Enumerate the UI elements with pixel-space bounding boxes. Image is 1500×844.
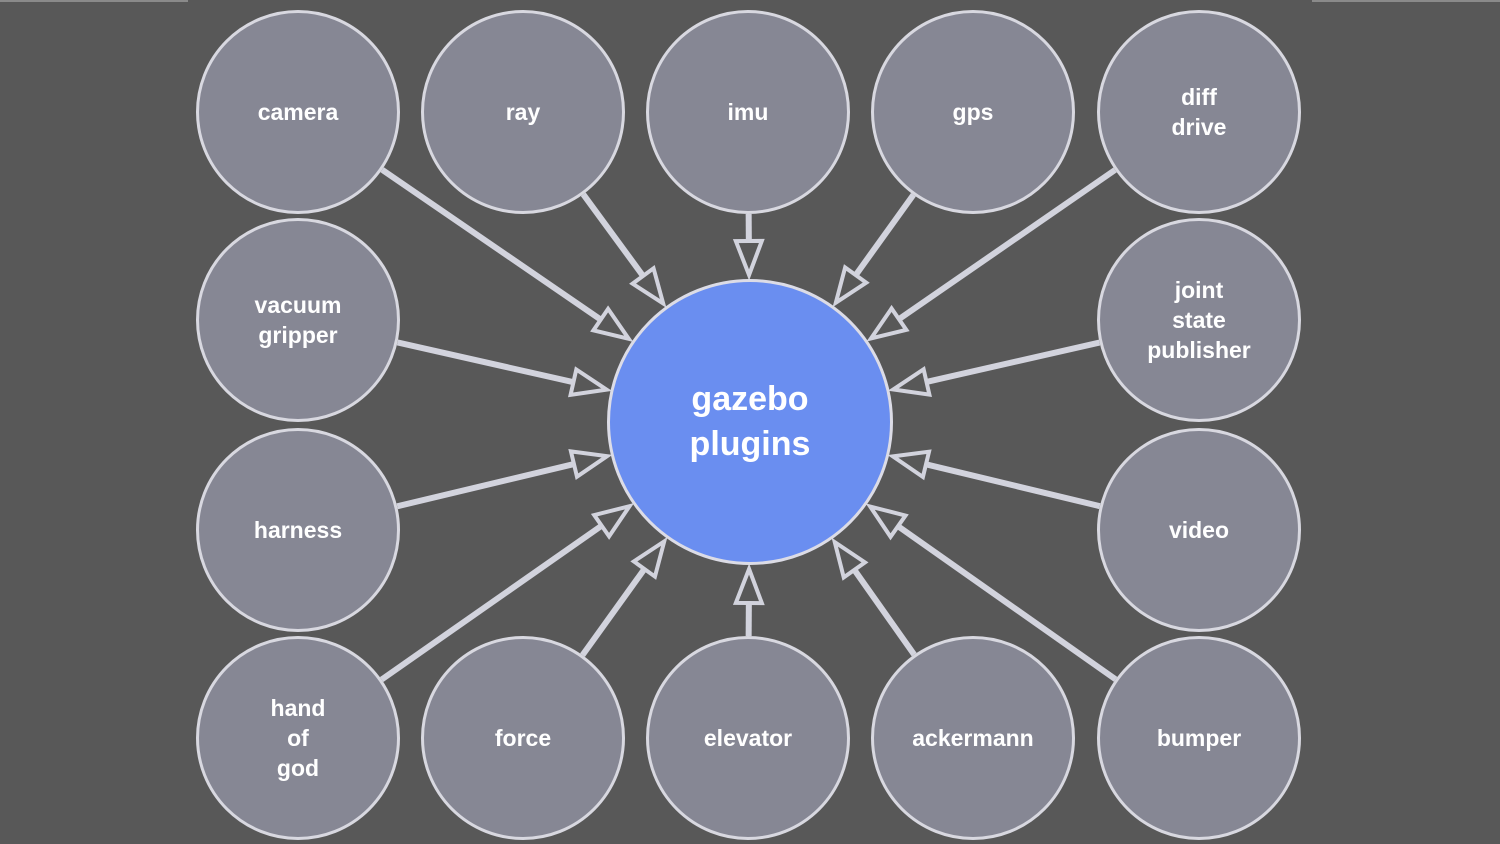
node-label-harness: harness [253, 517, 343, 543]
node-imu: imu [646, 10, 850, 214]
node-diff-drive: diff drive [1097, 10, 1301, 214]
arrow-harness-to-gazebo [396, 449, 613, 510]
arrow-head [865, 503, 909, 541]
arrow-shaft [851, 568, 917, 657]
arrow-shaft [580, 192, 646, 278]
top-left-rule [0, 0, 188, 2]
arrow-imu-to-gazebo [732, 213, 765, 281]
node-label-diff-drive: diff drive [1171, 84, 1227, 140]
node-harness: harness [196, 428, 400, 632]
arrow-head [567, 366, 613, 398]
node-label-bumper: bumper [1156, 725, 1242, 751]
arrow-head [568, 449, 613, 480]
node-bumper: bumper [1097, 636, 1301, 840]
node-video: video [1097, 428, 1301, 632]
arrow-shaft [897, 167, 1117, 322]
node-ray: ray [421, 10, 625, 214]
arrow-shaft [853, 193, 916, 277]
arrow-shaft [580, 567, 647, 657]
arrow-head [590, 503, 635, 540]
arrow-shaft [396, 339, 575, 386]
node-label-hand-of-god: hand of god [270, 695, 326, 781]
arrow-force-to-gazebo [580, 536, 668, 657]
node-label-vacuum-gripper: vacuum gripper [254, 292, 342, 348]
arrow-video-to-gazebo [887, 449, 1101, 510]
arrow-head [866, 304, 910, 342]
node-elevator: elevator [646, 636, 850, 840]
node-gazebo-plugins: gazebo plugins [607, 279, 893, 565]
node-camera: camera [196, 10, 400, 214]
node-label-force: force [494, 725, 552, 751]
node-label-ackermann: ackermann [912, 725, 1034, 751]
arrow-head [887, 449, 932, 481]
node-label-camera: camera [257, 99, 339, 125]
node-hand-of-god: hand of god [196, 636, 400, 840]
arrow-shaft [380, 167, 603, 323]
arrow-head [630, 536, 668, 580]
arrow-shaft [396, 461, 575, 510]
arrow-hand-of-god-to-gazebo [379, 503, 635, 683]
node-joint-state-publisher: joint state publisher [1097, 218, 1301, 422]
top-right-rule [1312, 0, 1500, 2]
arrow-head [590, 305, 634, 343]
node-label-gazebo-plugins: gazebo plugins [689, 380, 811, 463]
node-ackermann: ackermann [871, 636, 1075, 840]
arrow-camera-to-gazebo [380, 167, 634, 343]
node-label-ray: ray [505, 99, 541, 125]
arrow-head [887, 365, 932, 397]
arrow-head [831, 537, 869, 581]
node-vacuum-gripper: vacuum gripper [196, 218, 400, 422]
node-label-elevator: elevator [703, 725, 793, 751]
arrow-joint-state-publisher-to-gazebo [887, 339, 1101, 397]
arrow-shaft [925, 339, 1101, 385]
node-label-imu: imu [727, 99, 769, 125]
node-gps: gps [871, 10, 1075, 214]
node-label-gps: gps [952, 99, 994, 125]
arrow-elevator-to-gazebo [732, 563, 765, 637]
arrow-shaft [925, 461, 1101, 510]
node-label-video: video [1168, 517, 1230, 543]
arrow-gps-to-gazebo [832, 193, 916, 308]
arrow-diff-drive-to-gazebo [866, 167, 1117, 342]
arrow-bumper-to-gazebo [865, 503, 1118, 682]
arrow-vacuum-gripper-to-gazebo [396, 339, 613, 398]
arrow-ray-to-gazebo [580, 192, 667, 308]
arrow-head [832, 264, 870, 308]
arrow-head [629, 264, 667, 308]
node-label-joint-state-publisher: joint state publisher [1147, 277, 1251, 363]
arrow-head [732, 563, 765, 606]
arrow-shaft [379, 523, 604, 683]
arrow-head [732, 238, 765, 281]
arrow-shaft [896, 523, 1118, 682]
arrow-ackermann-to-gazebo [831, 537, 917, 657]
node-force: force [421, 636, 625, 840]
